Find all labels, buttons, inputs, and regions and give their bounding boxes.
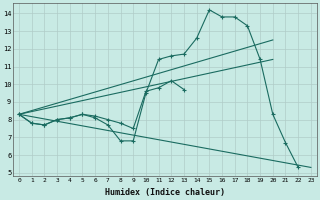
X-axis label: Humidex (Indice chaleur): Humidex (Indice chaleur) bbox=[105, 188, 225, 197]
